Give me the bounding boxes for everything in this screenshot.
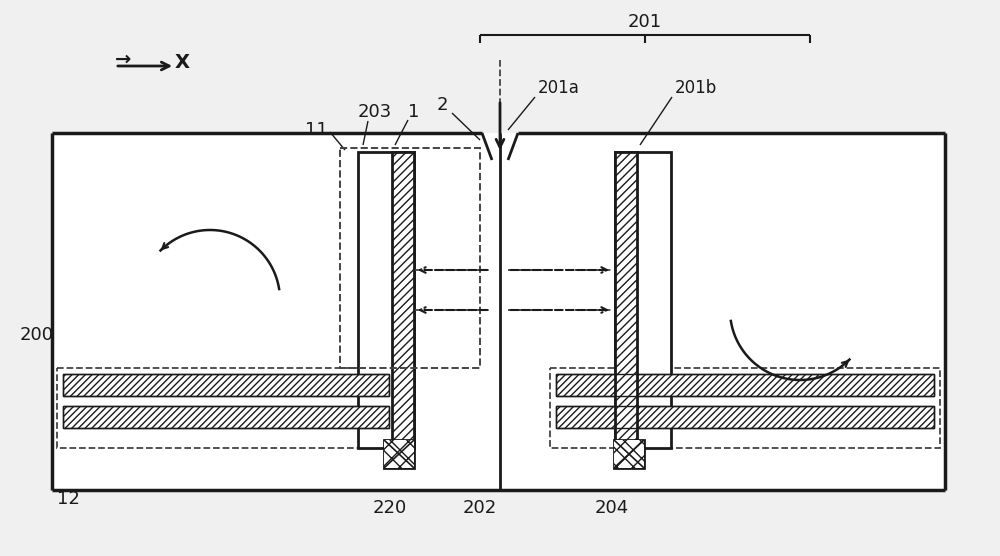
Text: 204: 204 xyxy=(595,499,629,517)
Bar xyxy=(550,368,940,448)
Bar xyxy=(63,374,389,396)
Text: 11: 11 xyxy=(305,121,328,139)
Bar xyxy=(63,406,389,428)
Bar xyxy=(556,374,934,396)
Bar xyxy=(63,374,389,396)
Text: 201b: 201b xyxy=(675,79,717,97)
Text: →: → xyxy=(115,49,131,68)
Bar xyxy=(615,152,671,448)
Bar xyxy=(614,440,644,468)
Text: 1: 1 xyxy=(408,103,419,121)
Bar xyxy=(57,368,395,448)
Bar xyxy=(384,440,414,468)
Bar xyxy=(615,152,637,448)
Text: 202: 202 xyxy=(463,499,497,517)
Bar xyxy=(556,406,934,428)
Bar xyxy=(556,406,934,428)
Bar xyxy=(556,374,934,396)
Bar xyxy=(63,406,389,428)
Bar xyxy=(614,440,644,468)
Text: 203: 203 xyxy=(358,103,392,121)
Bar xyxy=(358,152,414,448)
Text: 220: 220 xyxy=(373,499,407,517)
Text: X: X xyxy=(175,53,190,72)
Text: 200: 200 xyxy=(20,326,54,344)
Bar xyxy=(384,440,414,468)
Text: 2: 2 xyxy=(437,96,448,114)
Text: 201: 201 xyxy=(628,13,662,31)
Bar xyxy=(52,133,945,490)
Bar xyxy=(392,152,414,448)
Text: 12: 12 xyxy=(57,490,80,508)
Text: 201a: 201a xyxy=(538,79,580,97)
Bar xyxy=(340,148,480,368)
